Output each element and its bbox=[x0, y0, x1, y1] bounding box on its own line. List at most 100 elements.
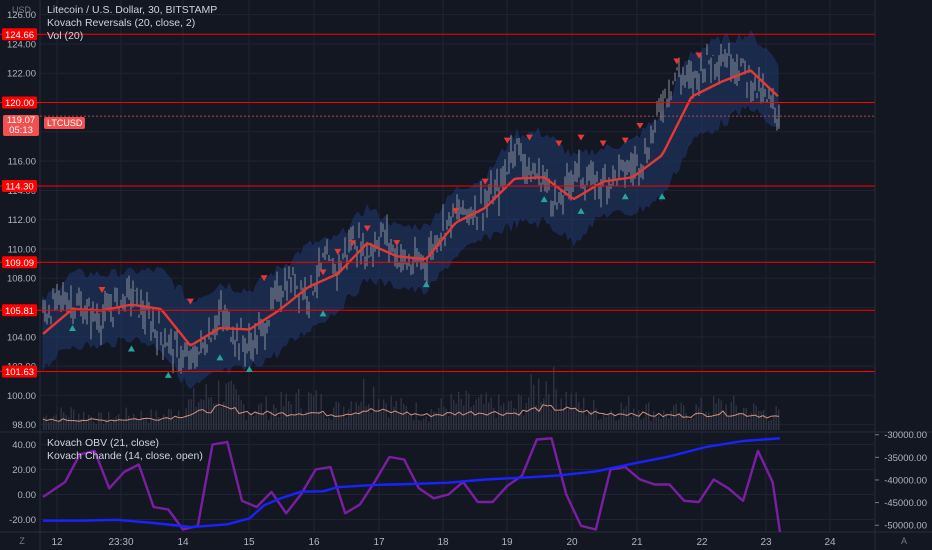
volume-legend: Vol (20) bbox=[47, 30, 84, 42]
volume-bar bbox=[218, 380, 220, 430]
volume-bar bbox=[728, 416, 730, 430]
volume-bar bbox=[93, 421, 95, 430]
lower-legend: Kovach OBV (21, close) Kovach Chande (14… bbox=[47, 437, 203, 463]
volume-bar bbox=[203, 400, 205, 430]
volume-bar bbox=[140, 410, 142, 430]
volume-bar bbox=[715, 403, 717, 430]
volume-bar bbox=[495, 417, 497, 430]
volume-bar bbox=[285, 393, 287, 430]
upper-legend: Litecoin / U.S. Dollar, 30, BITSTAMP Kov… bbox=[47, 4, 217, 43]
volume-bar bbox=[565, 391, 567, 430]
envelope-band bbox=[42, 29, 779, 389]
volume-bar bbox=[168, 408, 170, 430]
y-tick-label: 104.00 bbox=[7, 332, 36, 343]
volume-bar bbox=[293, 414, 295, 430]
volume-bar bbox=[580, 408, 582, 430]
volume-bar bbox=[528, 397, 530, 430]
reversal-up-marker bbox=[540, 196, 548, 203]
volume-bar bbox=[575, 392, 577, 430]
volume-bar bbox=[420, 420, 422, 430]
volume-bar bbox=[378, 399, 380, 430]
volume-bar bbox=[540, 401, 542, 430]
volume-bar bbox=[648, 402, 650, 430]
volume-bar bbox=[470, 407, 472, 430]
volume-bar bbox=[250, 413, 252, 430]
volume-bar bbox=[628, 396, 630, 430]
reversal-down-marker bbox=[577, 134, 585, 141]
volume-bar bbox=[195, 406, 197, 430]
volume-bar bbox=[608, 413, 610, 430]
reversal-up-marker bbox=[577, 207, 585, 214]
volume-bar bbox=[603, 412, 605, 430]
level-label: 120.00 bbox=[5, 98, 34, 109]
currency-label: USD bbox=[12, 5, 32, 15]
x-tick-label: 20 bbox=[566, 537, 578, 548]
x-tick-label: 18 bbox=[437, 537, 449, 548]
level-label-box bbox=[2, 96, 37, 109]
volume-bar bbox=[130, 419, 132, 430]
y-tick-label: 122.00 bbox=[7, 69, 36, 80]
volume-bar bbox=[578, 402, 580, 430]
volume-bar bbox=[213, 403, 215, 430]
volume-bar bbox=[423, 418, 425, 430]
volume-bar bbox=[653, 411, 655, 430]
volume-bar bbox=[425, 416, 427, 430]
volume-bar bbox=[573, 409, 575, 430]
volume-bar bbox=[158, 417, 160, 430]
zoom-icon[interactable]: Z bbox=[19, 536, 25, 546]
reversal-down-marker bbox=[186, 298, 194, 305]
auto-scale-icon[interactable]: A bbox=[900, 536, 907, 546]
osc-left-tick-label: 20.00 bbox=[12, 465, 36, 476]
volume-bar bbox=[658, 416, 660, 430]
reversal-down-marker bbox=[673, 58, 681, 65]
kovach-chande-legend: Kovach Chande (14, close, open) bbox=[47, 450, 203, 462]
volume-bar bbox=[115, 416, 117, 430]
current-price-value: 119.07 bbox=[6, 115, 36, 126]
x-tick-label: 21 bbox=[631, 537, 643, 548]
volume-bar bbox=[100, 412, 102, 430]
volume-bar bbox=[590, 410, 592, 430]
y-tick-label: 110.00 bbox=[8, 244, 36, 255]
volume-bar bbox=[143, 417, 145, 430]
level-label: 105.81 bbox=[5, 306, 34, 317]
volume-bar bbox=[610, 410, 612, 430]
x-tick-label: 17 bbox=[373, 537, 385, 548]
volume-bar bbox=[583, 397, 585, 430]
volume-bar bbox=[95, 423, 97, 430]
kovach-reversals-legend: Kovach Reversals (20, close, 2) bbox=[47, 17, 196, 29]
reversal-down-marker bbox=[636, 122, 644, 129]
volume-bar bbox=[270, 410, 272, 430]
volume-bar bbox=[295, 392, 297, 430]
volume-bar bbox=[360, 401, 362, 430]
volume-bar bbox=[138, 420, 140, 430]
volume-bar bbox=[125, 407, 127, 430]
volume-bar bbox=[493, 407, 495, 430]
volume-bar bbox=[473, 404, 475, 430]
volume-bar bbox=[418, 420, 420, 430]
volume-bar bbox=[558, 411, 560, 430]
volume-bar bbox=[670, 410, 672, 430]
volume-bar bbox=[760, 411, 762, 430]
volume-bar bbox=[498, 394, 500, 430]
volume-bar bbox=[283, 406, 285, 430]
volume-bar bbox=[748, 418, 750, 430]
volume-bar bbox=[445, 408, 447, 430]
volume-bar bbox=[453, 399, 455, 430]
volume-bar bbox=[635, 413, 637, 430]
volume-bar bbox=[550, 409, 552, 430]
volume-bar bbox=[533, 384, 535, 430]
volume-bar bbox=[328, 417, 330, 430]
volume-bar bbox=[298, 388, 300, 430]
volume-bar bbox=[188, 399, 190, 430]
volume-bar bbox=[480, 393, 482, 430]
volume-bar bbox=[765, 414, 767, 430]
y-tick-label: 116.00 bbox=[8, 157, 36, 168]
volume-bar bbox=[260, 402, 262, 430]
volume-bar bbox=[675, 403, 677, 430]
volume-bar bbox=[685, 412, 687, 430]
volume-bar bbox=[200, 399, 202, 430]
volume-bar bbox=[150, 409, 152, 430]
y-tick-label: 100.00 bbox=[7, 391, 36, 402]
volume-bar bbox=[170, 409, 172, 430]
